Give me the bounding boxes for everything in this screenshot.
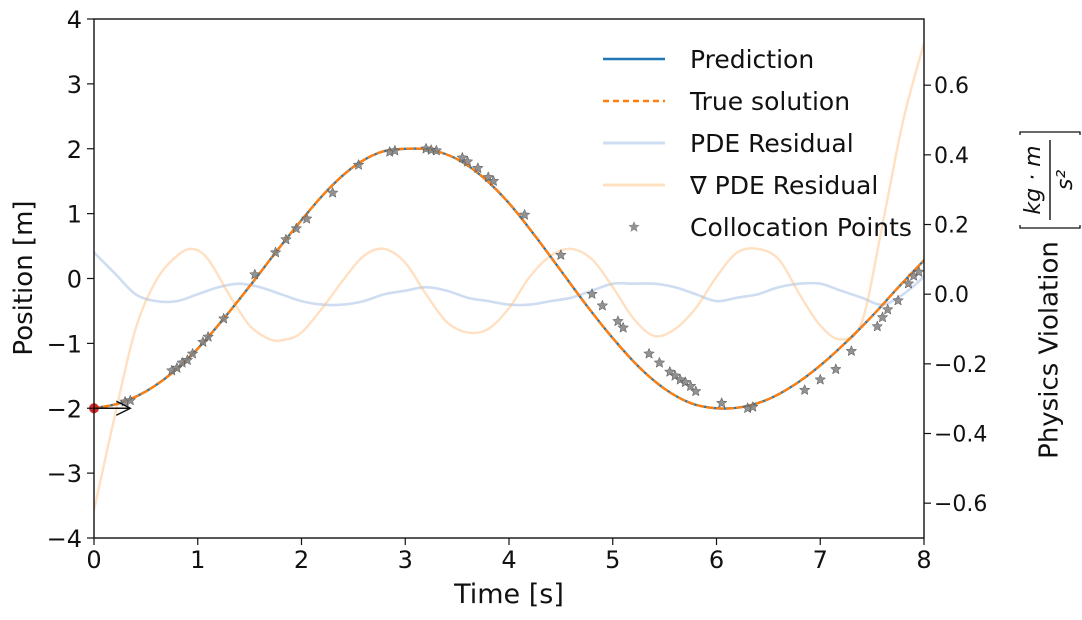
collocation-point xyxy=(674,373,687,385)
y-right-tick-label: 0.2 xyxy=(934,214,969,239)
legend-label-pde_residual: PDE Residual xyxy=(690,129,854,158)
y-left-tick-label: 1 xyxy=(67,201,82,229)
collocation-point xyxy=(596,299,609,311)
x-tick-label: 1 xyxy=(190,546,205,574)
collocation-point xyxy=(653,356,666,368)
y-left-tick-label: 2 xyxy=(67,136,82,164)
legend-label-collocation: Collocation Points xyxy=(690,213,912,242)
collocation-point xyxy=(902,277,915,289)
collocation-point xyxy=(290,222,303,234)
x-tick-label: 8 xyxy=(916,546,931,574)
collocation-point xyxy=(814,373,827,385)
collocation-point xyxy=(248,268,261,280)
collocation-point xyxy=(518,208,531,220)
x-axis-label: Time [s] xyxy=(453,579,564,610)
series-line-pde-residual xyxy=(94,42,924,512)
y-left-tick-label: −3 xyxy=(47,460,82,488)
collocation-point xyxy=(352,158,365,170)
y-left-tick-label: 0 xyxy=(67,266,82,294)
collocation-point xyxy=(430,144,443,156)
collocation-point xyxy=(912,265,925,278)
y-axis-right-unit-right-bracket xyxy=(1019,131,1081,135)
collocation-point xyxy=(269,246,282,258)
collocation-point xyxy=(617,321,630,333)
y-left-tick-label: −1 xyxy=(47,330,82,358)
y-right-tick-label: −0.6 xyxy=(934,492,987,517)
y-left-tick-label: −4 xyxy=(47,525,82,553)
y-right-tick-label: −0.4 xyxy=(934,423,987,448)
collocation-point xyxy=(202,330,215,342)
initial-velocity-arrow xyxy=(94,400,132,416)
x-tick-label: 3 xyxy=(398,546,413,574)
legend-label-grad_pde_residual: ∇ PDE Residual xyxy=(689,171,878,200)
collocation-point xyxy=(326,186,339,198)
x-tick-label: 4 xyxy=(501,546,516,574)
collocation-point xyxy=(643,347,655,359)
y-left-tick-label: 3 xyxy=(67,71,82,99)
x-tick-label: 5 xyxy=(605,546,620,574)
collocation-point xyxy=(876,311,889,323)
y-right-tick-label: −0.2 xyxy=(934,353,987,378)
collocation-points-layer xyxy=(89,142,925,416)
collocation-point xyxy=(892,294,904,306)
collocation-point xyxy=(388,144,401,156)
y-right-tick-label: 0.0 xyxy=(934,283,969,308)
x-tick-label: 0 xyxy=(86,546,101,574)
collocation-point xyxy=(871,320,884,332)
collocation-point xyxy=(461,155,474,167)
collocation-point xyxy=(181,354,194,366)
collocation-point xyxy=(746,400,759,412)
y-axis-right-unit-left-bracket xyxy=(1019,225,1081,229)
collocation-point xyxy=(554,248,567,261)
collocation-point xyxy=(881,303,894,315)
x-tick-label: 7 xyxy=(813,546,828,574)
series-line-true-solution xyxy=(94,147,924,410)
y-right-tick-label: 0.6 xyxy=(934,74,969,99)
collocation-point xyxy=(487,175,500,187)
legend-marker-collocation xyxy=(628,221,640,232)
collocation-point xyxy=(829,363,842,375)
collocation-point xyxy=(280,233,292,245)
y-right-tick-label: 0.4 xyxy=(934,144,969,169)
collocation-point xyxy=(471,162,484,174)
y-axis-right-unit-denominator: s² xyxy=(1053,170,1078,190)
y-left-tick-label: −2 xyxy=(47,395,82,423)
collocation-point xyxy=(845,345,858,357)
y-axis-left-label: Position [m] xyxy=(9,200,39,355)
series-line-pde-residual xyxy=(94,251,924,307)
collocation-point xyxy=(684,380,697,392)
x-axis-label-main: Time [s] xyxy=(453,579,564,610)
x-tick-label: 6 xyxy=(709,546,724,574)
ticks-layer: 0 1 2 3 4 5 6 7 8 −4 −3 −2 −1 0 1 2 3 4 −0.6 −0.4 −0.2 0.0 0.2… xyxy=(47,6,988,574)
x-tick-label: 2 xyxy=(294,546,309,574)
y-axis-right-label-text: Physics Violation xyxy=(1035,241,1065,459)
legend: Prediction True solution PDE Residual ∇ PDE… xyxy=(603,45,912,242)
collocation-point xyxy=(300,212,313,224)
collocation-point xyxy=(715,396,728,409)
y-left-tick-label: 4 xyxy=(67,6,82,34)
legend-label-true_solution: True solution xyxy=(689,87,850,116)
collocation-point xyxy=(689,385,702,397)
y-axis-right-unit-numerator: kg · m xyxy=(1021,145,1046,214)
y-axis-right-label: Physics Violation kg · m s² xyxy=(1019,131,1081,459)
legend-label-prediction: Prediction xyxy=(690,45,814,74)
collocation-point xyxy=(586,287,598,300)
collocation-point xyxy=(124,394,137,406)
collocation-point xyxy=(217,312,230,324)
series-layer xyxy=(94,42,924,512)
collocation-point xyxy=(612,315,624,327)
collocation-point xyxy=(186,347,199,359)
collocation-point xyxy=(798,383,811,396)
